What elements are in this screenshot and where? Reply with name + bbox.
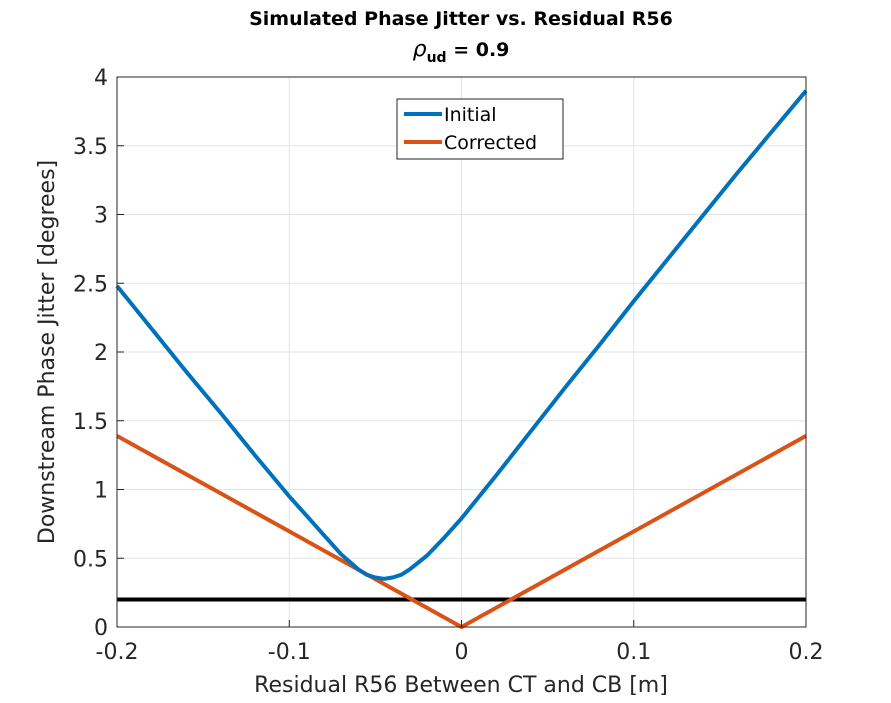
x-tick-label: 0.2 — [789, 640, 824, 665]
chart-title: Simulated Phase Jitter vs. Residual R56 — [249, 8, 673, 30]
legend-box — [396, 98, 564, 160]
legend: Initial Corrected — [396, 98, 564, 160]
y-tick-label: 1 — [94, 479, 108, 504]
x-tick-label: 0.1 — [616, 640, 651, 665]
y-tick-label: 3 — [94, 204, 108, 229]
y-tick-label: 2.5 — [73, 272, 108, 297]
legend-label-corrected: Corrected — [444, 132, 537, 154]
series-line-initial — [115, 89, 808, 581]
subtitle-value: = 0.9 — [447, 39, 510, 61]
x-tick-label: 0 — [455, 640, 469, 665]
x-axis-label: Residual R56 Between CT and CB [m] — [254, 673, 668, 698]
chart-subtitle: ρud = 0.9 — [413, 37, 510, 66]
y-tick-label: 0 — [94, 616, 108, 641]
x-tick-label: -0.1 — [268, 640, 311, 665]
x-tick-label: -0.2 — [96, 640, 139, 665]
y-axis-label: Downstream Phase Jitter [degrees] — [35, 160, 60, 544]
subtitle-subscript: ud — [427, 50, 447, 66]
y-tick-label: 1.5 — [73, 410, 108, 435]
legend-label-initial: Initial — [444, 104, 497, 126]
y-tick-label: 4 — [94, 66, 108, 91]
y-tick-label: 3.5 — [73, 135, 108, 160]
y-tick-label: 0.5 — [73, 547, 108, 572]
ticks: -0.2 -0.1 0 0.1 0.2 0 0.5 1 1.5 2 2.5 3 3.5 4 — [73, 66, 824, 665]
y-tick-label: 2 — [94, 341, 108, 366]
subtitle-symbol: ρ — [413, 37, 427, 62]
